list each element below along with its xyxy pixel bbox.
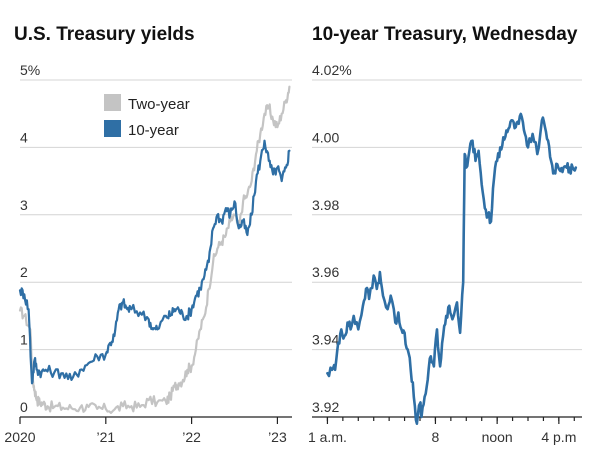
x-tick-label: 4 p.m	[541, 429, 576, 445]
legend-label-two-year: Two-year	[128, 96, 190, 113]
x-tick-label: 2020	[4, 429, 35, 445]
left-chart: 0 1 2 3 4 5% 2020 ’21 ’22 ’23 Two-year 10-year	[4, 62, 292, 445]
y-tick-label: 4.02%	[312, 62, 352, 78]
y-tick-label: 2	[20, 264, 28, 280]
y-tick-label: 1	[20, 332, 28, 348]
series-line-yield	[326, 112, 578, 425]
series-line-10-year	[18, 139, 291, 385]
y-tick-label: 4.00	[312, 129, 339, 145]
x-tick-label: 1 a.m.	[308, 429, 347, 445]
y-tick-label: 3.92	[312, 399, 339, 415]
x-tick-label: 8	[432, 429, 440, 445]
y-tick-label: 3.96	[312, 264, 339, 280]
y-tick-label: 3.94	[312, 332, 339, 348]
y-tick-label: 0	[20, 399, 28, 415]
right-chart: 3.92 3.94 3.96 3.98 4.00 4.02% 1 a.m. 8 noon 4 p.…	[308, 62, 582, 445]
y-tick-label: 5%	[20, 62, 40, 78]
x-tick-label: ’21	[96, 429, 115, 445]
series-line-two-year	[18, 85, 291, 414]
y-tick-label: 4	[20, 129, 28, 145]
legend-label-10-year: 10-year	[128, 122, 179, 139]
y-tick-label: 3	[20, 197, 28, 213]
x-tick-label: ’22	[182, 429, 201, 445]
y-tick-label: 3.98	[312, 197, 339, 213]
x-tick-label: noon	[482, 429, 513, 445]
right-chart-title: 10-year Treasury, Wednesday	[312, 24, 578, 45]
legend-swatch-10-year	[104, 120, 121, 137]
left-chart-title: U.S. Treasury yields	[14, 24, 195, 45]
x-tick-label: ’23	[268, 429, 287, 445]
legend-swatch-two-year	[104, 94, 121, 111]
